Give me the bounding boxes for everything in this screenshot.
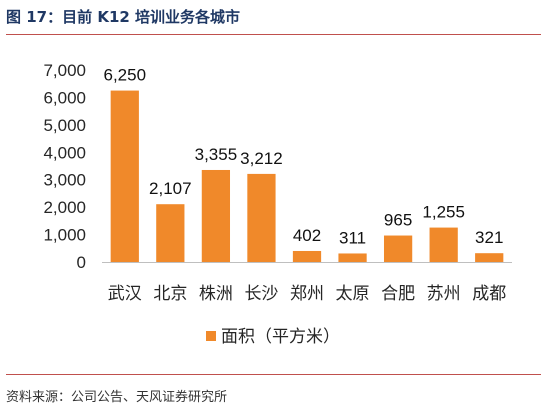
bar-chart: 0 1,000 2,000 3,000 4,000 5,000 6,000 7,000 6,2… bbox=[43, 61, 512, 347]
y-tick-label: 3,000 bbox=[43, 171, 86, 190]
bar bbox=[338, 253, 367, 262]
bar bbox=[383, 235, 413, 262]
bar bbox=[156, 204, 185, 262]
x-tick-label: 合肥 bbox=[381, 284, 415, 304]
bar bbox=[247, 173, 276, 262]
title-divider bbox=[6, 34, 541, 35]
bar-value-label: 2,107 bbox=[149, 179, 192, 198]
x-tick-label: 太原 bbox=[336, 284, 370, 304]
x-tick-label: 长沙 bbox=[244, 284, 278, 304]
bar bbox=[201, 169, 231, 262]
x-tick-label: 株洲 bbox=[199, 284, 233, 304]
bar-value-label: 965 bbox=[384, 211, 412, 230]
bar-value-label: 3,212 bbox=[240, 149, 283, 168]
bar bbox=[475, 253, 504, 262]
x-tick-label: 郑州 bbox=[290, 284, 324, 304]
y-tick-label: 2,000 bbox=[43, 198, 86, 217]
bars bbox=[110, 90, 504, 262]
x-tick-label: 北京 bbox=[153, 284, 187, 304]
y-tick-label: 6,000 bbox=[43, 88, 86, 107]
x-tick-label: 武汉 bbox=[108, 284, 142, 304]
y-tick-label: 4,000 bbox=[43, 143, 86, 162]
figure-title: 图 17：目前 K12 培训业务各城市 bbox=[6, 8, 241, 26]
y-tick-label: 7,000 bbox=[43, 61, 86, 80]
x-tick-label: 苏州 bbox=[427, 284, 461, 304]
y-tick-label: 0 bbox=[77, 253, 86, 272]
legend: 面积（平方米） bbox=[206, 327, 340, 347]
source-note: 资料来源：公司公告、天风证券研究所 bbox=[6, 390, 228, 405]
bar bbox=[110, 90, 139, 262]
bar bbox=[429, 227, 458, 262]
y-tick-label: 5,000 bbox=[43, 116, 86, 135]
bar-value-label: 3,355 bbox=[195, 145, 238, 164]
bar-value-label: 6,250 bbox=[104, 66, 147, 85]
bar-value-label: 402 bbox=[293, 226, 321, 245]
x-axis: 武汉 北京 株洲 长沙 郑州 太原 合肥 苏州 成都 bbox=[108, 284, 506, 304]
x-tick-label: 成都 bbox=[472, 284, 506, 304]
bar-value-label: 311 bbox=[339, 228, 366, 247]
legend-label: 面积（平方米） bbox=[221, 327, 340, 347]
legend-swatch bbox=[206, 331, 216, 341]
y-axis: 0 1,000 2,000 3,000 4,000 5,000 6,000 7,000 bbox=[43, 61, 86, 272]
bar-value-label: 321 bbox=[475, 228, 503, 247]
bar-value-label: 1,255 bbox=[422, 203, 465, 222]
y-tick-label: 1,000 bbox=[43, 226, 86, 245]
bar bbox=[292, 250, 322, 262]
source-divider bbox=[6, 374, 541, 375]
